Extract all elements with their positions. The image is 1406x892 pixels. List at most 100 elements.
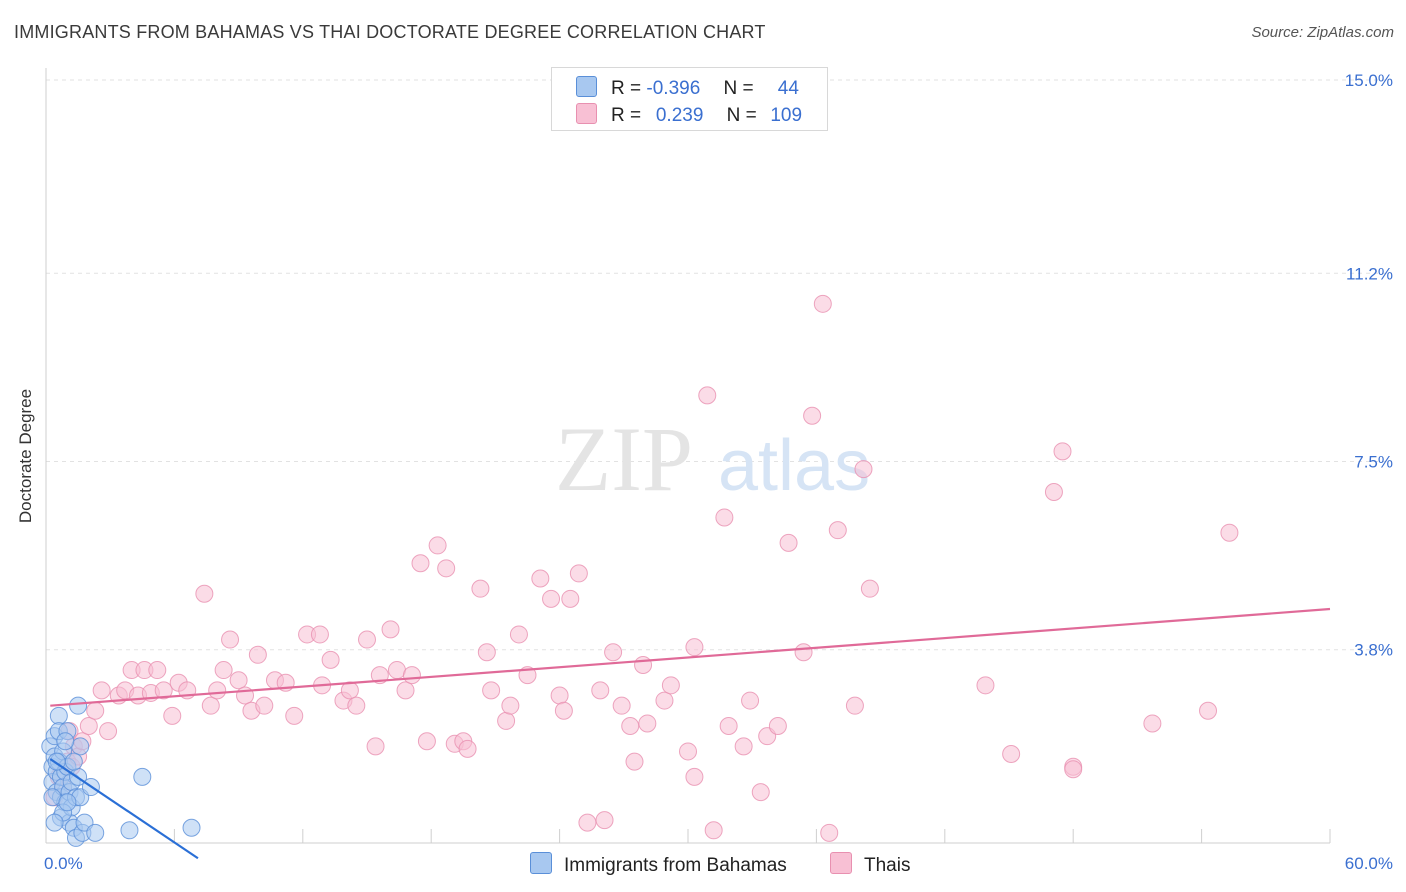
thais-point [531,569,550,588]
bahamas-point [182,818,201,837]
thais-point [1199,701,1218,720]
thais-point [1220,523,1239,542]
thais-point [255,696,274,715]
thais-point [976,676,995,695]
thais-point [1064,760,1083,779]
bahamas-point [71,737,90,756]
correlation-legend: R = -0.396 N = 44 R = 0.239 N = 109 [551,67,828,131]
gridlines [46,79,1392,651]
thais-point [595,811,614,830]
thais-point [148,661,167,680]
x-tick-label-start: 0.0% [44,854,83,873]
thais-point [1053,442,1072,461]
thais-point [201,696,220,715]
pink-swatch [576,103,597,124]
thais-point [381,620,400,639]
thais-point [195,584,214,603]
bahamas-point [120,821,139,840]
thais-point [685,767,704,786]
thais-point [794,643,813,662]
thais-point [86,701,105,720]
thais-point [803,406,822,425]
thais-point [779,533,798,552]
y-tick-label: 3.8% [1354,641,1393,660]
y-tick-label: 11.2% [1346,264,1393,283]
thais-point [1143,714,1162,733]
thais-point [1002,744,1021,763]
watermark-atlas: atlas [718,426,870,506]
blue-swatch [576,76,597,97]
thais-point [661,676,680,695]
thais-point [285,706,304,725]
thais-point [437,559,456,578]
thais-point [813,294,832,313]
thais-point [321,650,340,669]
thais-point [828,521,847,540]
legend-item-bahamas: Immigrants from Bahamas [530,852,787,877]
thais-point [229,671,248,690]
thais-point [482,681,501,700]
bahamas-point [49,706,68,725]
thais-point [860,579,879,598]
thais-point [542,589,561,608]
thais-point [550,686,569,705]
thais-point [396,681,415,700]
thais-point [679,742,697,761]
thais-point [411,554,430,573]
thais-point [163,706,182,725]
bahamas-point [86,823,105,842]
thais-point [621,717,640,736]
blue-swatch [530,852,552,874]
thais-point [741,691,760,710]
thais-point [734,737,753,756]
series-thais-points [45,294,1239,842]
legend-row-bahamas: R = -0.396 N = 44 [576,76,799,100]
thais-point [655,691,674,710]
y-axis-label: Doctorate Degree [16,388,35,524]
watermark-zip: ZIP [555,408,693,510]
thais-point [248,645,267,664]
bahamas-point [56,732,75,751]
legend-row-thais: R = 0.239 N = 109 [576,103,802,127]
thais-point [428,536,447,555]
thais-point [604,643,623,662]
source-label: Source: ZipAtlas.com [1251,24,1394,41]
thais-point [591,681,610,700]
thais-point [704,821,723,840]
legend-label: Thais [864,855,911,876]
thais-point [698,386,717,405]
bahamas-point [43,788,62,807]
legend-item-thais: Thais [830,852,910,877]
thais-point [569,564,588,583]
thais-point [497,711,516,730]
legend-r-value: -0.396 [646,78,701,99]
legend-n-label: N = [726,105,757,126]
thais-point [347,696,366,715]
thais-point [715,508,734,527]
pink-swatch [830,852,852,874]
thais-point [477,643,496,662]
legend-r-label: R = [611,105,642,126]
thais-point [387,661,406,680]
thais-point [471,579,490,598]
thais-point [208,681,227,700]
legend-r-value: 0.239 [655,105,704,126]
thais-point [79,717,98,736]
thais-point [358,630,376,649]
bahamas-point [69,696,88,715]
bahamas-point [133,767,152,786]
thais-point [561,589,580,608]
thais-trend-line [50,607,1331,707]
thais-point [751,783,770,802]
thais-point [1044,483,1063,502]
tick-labels: 3.8% 7.5% 11.2% 15.0% 0.0% 60.0% [44,71,1393,873]
thais-point [509,625,528,644]
bahamas-point [64,752,83,771]
thais-point [501,696,520,715]
x-tick-label-end: 60.0% [1345,854,1393,873]
thais-point [845,696,864,715]
thais-point [154,681,173,700]
thais-point [310,625,329,644]
bahamas-point [45,813,64,832]
